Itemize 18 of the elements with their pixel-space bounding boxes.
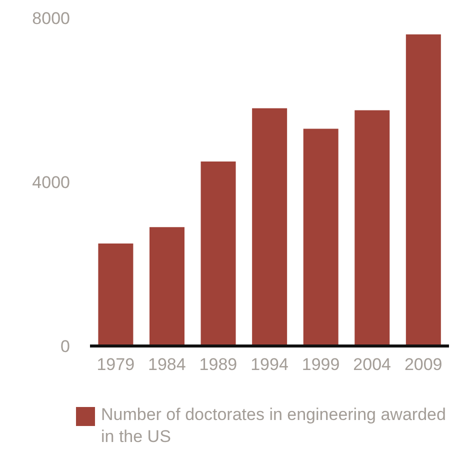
y-tick-label: 8000: [32, 9, 70, 28]
x-tick-label: 1999: [302, 355, 340, 374]
bar: [406, 34, 441, 346]
x-tick-label: 1979: [96, 355, 135, 374]
legend-label: Number of doctorates in engineering awarded in the US: [101, 404, 446, 448]
x-tick-label: 2004: [353, 355, 391, 374]
x-tick-label: 2009: [404, 355, 442, 374]
bar: [354, 110, 390, 346]
y-tick-label: 0: [60, 337, 70, 356]
bar: [303, 128, 338, 346]
y-tick-label: 4000: [32, 173, 70, 192]
bar: [200, 162, 236, 346]
bar: [98, 244, 134, 346]
bar: [252, 108, 288, 346]
x-tick-label: 1994: [250, 355, 288, 374]
x-tick-label: 1984: [148, 355, 186, 374]
x-tick-label: 1989: [199, 355, 238, 374]
bar: [149, 227, 184, 346]
